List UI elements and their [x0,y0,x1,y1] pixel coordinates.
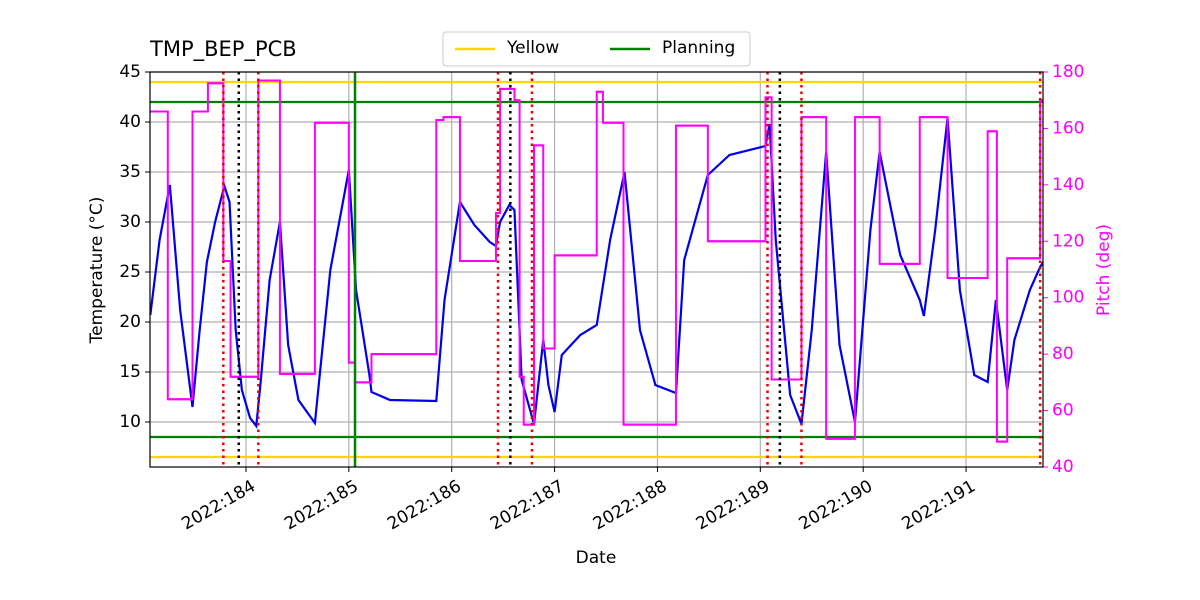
y-tick-label: 20 [119,312,141,332]
y-tick-label: 35 [119,162,141,182]
y2-tick-label: 160 [1052,118,1084,138]
x-axis-label: Date [576,548,617,568]
y-tick-label: 30 [119,212,141,232]
y2-axis-label: Pitch (deg) [1094,224,1114,316]
x-tick-label: 2022:186 [384,476,465,534]
x-tick-label: 2022:187 [487,476,568,534]
y2-tick-label: 140 [1052,175,1084,195]
chart-title: TMP_BEP_PCB [149,37,297,62]
x-tick-label: 2022:190 [796,476,877,534]
legend-label: Planning [662,38,735,58]
plot-frame [149,71,1044,468]
y-tick-label: 45 [119,62,141,82]
y-axis-label: Temperature (°C) [87,197,107,345]
temperature-line [150,117,1043,429]
x-tick-label: 2022:185 [281,476,362,534]
y2-tick-label: 80 [1052,344,1074,364]
legend-label: Yellow [506,38,559,58]
plot [150,72,1043,467]
step-line [150,79,1043,443]
y2-tick-label: 60 [1052,401,1074,421]
y2-tick-label: 100 [1052,288,1084,308]
x-tick-label: 2022:189 [693,476,774,534]
y-tick-label: 10 [119,412,141,432]
y2-tick-label: 180 [1052,62,1084,82]
y2-tick-label: 120 [1052,231,1084,251]
y2-tick-label: 40 [1052,457,1074,477]
x-tick-label: 2022:191 [899,476,980,534]
y-tick-label: 15 [119,362,141,382]
x-tick-label: 2022:184 [178,476,259,534]
x-tick-label: 2022:188 [590,476,671,534]
y-tick-label: 40 [119,112,141,132]
legend-box [442,31,751,67]
y-tick-label: 25 [119,262,141,282]
